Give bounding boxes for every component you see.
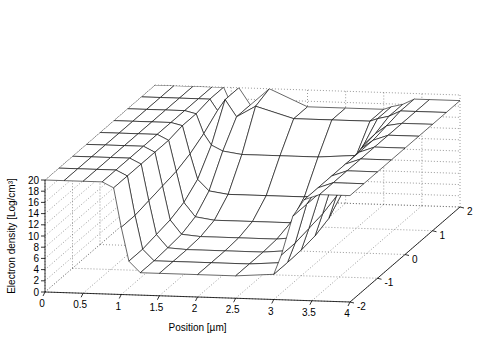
surface-cell [402,111,446,124]
x-tick-label: 0 [39,298,45,309]
z-tick-label: 20 [28,175,40,186]
x-tick [196,297,198,301]
z-tick-label: 2 [33,275,39,286]
x-tick-label: 4 [344,308,350,319]
y-axis-line [350,207,460,302]
chart: 00.511.522.533.54-2-10120246810121416182… [0,0,480,350]
z-tick-label: 10 [28,231,40,242]
y-tick [460,207,464,208]
x-tick [310,301,312,305]
x-tick [348,302,350,306]
x-tick [272,300,274,304]
y-tick [350,302,354,303]
y-tick-label: -1 [385,277,394,288]
z-tick [41,269,45,270]
surface-cell [388,123,432,136]
x-axis-title: Position [µm] [168,322,226,333]
z-tick [41,180,45,181]
surface [45,85,460,276]
z-tick [41,191,45,192]
z-tick [41,202,45,203]
surface-cell [320,183,364,196]
x-tick [119,295,121,299]
surface-cell [281,204,306,255]
z-tick [41,247,45,248]
x-tick [234,298,236,302]
surface-cell [347,159,391,172]
z-tick-label: 18 [28,186,40,197]
z-tick-label: 16 [28,197,40,208]
z-tick-label: 0 [33,287,39,298]
x-tick-label: 1 [115,301,121,312]
x-tick-label: 0.5 [73,299,87,310]
z-tick [41,292,45,293]
surface-cell [361,147,405,160]
surface-cell [375,135,419,148]
x-tick-label: 2 [192,303,198,314]
axes: 00.511.522.533.54-2-10120246810121416182… [6,175,473,334]
y-tick [433,231,437,232]
z-tick [41,236,45,237]
y-tick-label: -2 [357,301,366,312]
z-tick-label: 14 [28,208,40,219]
surface-cell [416,100,460,113]
y-tick-label: 2 [467,206,473,217]
z-tick [41,280,45,281]
x-tick-label: 3 [268,306,274,317]
z-tick-label: 4 [33,264,39,275]
x-tick-label: 3.5 [302,307,316,318]
x-axis-line [45,292,350,302]
z-tick [41,224,45,225]
grid-line-y [45,292,350,302]
x-tick [81,293,83,297]
grid [45,85,460,302]
y-tick-label: 1 [440,230,446,241]
y-tick-label: 0 [412,254,418,265]
x-tick-label: 2.5 [226,304,240,315]
x-tick-label: 1.5 [149,302,163,313]
y-tick [378,278,382,279]
x-tick [43,292,45,296]
z-tick-label: 8 [33,242,39,253]
z-tick-label: 6 [33,253,39,264]
z-tick [41,258,45,259]
grid-line-x [350,207,460,302]
y-tick [405,255,409,256]
surface-cell [333,171,377,184]
z-tick [41,213,45,214]
z-axis-title: Electron density [Log/cm³] [6,178,17,294]
z-tick-label: 12 [28,219,40,230]
x-tick [157,296,159,300]
